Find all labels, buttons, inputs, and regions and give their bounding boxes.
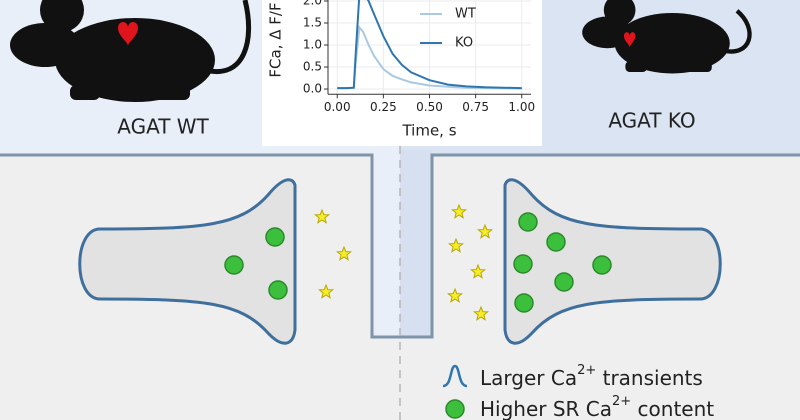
x-axis-label: Time, s [401,122,456,140]
y-tick-label: 1.0 [303,38,322,52]
x-tick-label: 0.25 [370,100,397,114]
store-icon [445,399,465,419]
mouse-ko [582,0,752,74]
calcium-ion [469,263,487,279]
calcium-ion [313,208,331,224]
legend-sup: 2+ [612,394,631,409]
calcium-ions [313,203,494,321]
sr-stores [224,212,612,313]
mouse-wt [10,0,252,102]
legend-part: Larger Ca [480,366,577,390]
sr-store [546,232,566,252]
sr-store [265,227,285,247]
sr-store [518,212,538,232]
x-tick-label: 0.00 [324,100,351,114]
membrane [0,153,800,339]
sr-store [592,255,612,275]
calcium-ion [447,237,465,253]
calcium-ion [335,245,353,261]
legend-part: content [631,397,714,420]
sr-store [224,255,244,275]
chart: 0.00 0.25 0.50 0.75 1.00 0.0 0.5 1.0 1.5 2.0 Time,… [267,0,535,140]
calcium-ion [317,283,335,299]
y-tick-label: 2.0 [303,0,322,8]
sr-store [268,280,288,300]
legend-label: KO [455,36,473,51]
legend-sup: 2+ [577,363,596,378]
calcium-ion [476,223,494,239]
legend-part: transients [596,366,703,390]
y-tick-label: 1.5 [303,16,322,30]
calcium-ion [446,287,464,303]
sr-store [514,293,534,313]
legend-label: WT [455,7,476,22]
legend-text: Higher SR Ca2+ content [480,394,714,420]
sr-store [554,272,574,292]
y-tick-label: 0.5 [303,60,322,74]
transient-icon [442,364,468,388]
cleft-right [400,150,432,337]
calcium-ion [450,203,468,219]
x-tick-label: 0.75 [462,100,489,114]
legend-part: Higher SR Ca [480,397,612,420]
series-line [337,0,522,90]
cell-ko [503,178,722,345]
ko-label: AGAT KO [608,109,695,133]
legend-text: Larger Ca2+ transients [480,363,703,390]
sr-store [513,254,533,274]
calcium-ion [472,305,490,321]
y-axis-label: FCa, Δ F/F [267,2,285,77]
wt-label: AGAT WT [117,115,209,139]
x-tick-label: 0.50 [416,100,443,114]
y-tick-label: 0.0 [303,82,322,96]
x-tick-label: 1.00 [508,100,535,114]
cleft-left [372,150,400,337]
cell-wt [78,178,297,345]
